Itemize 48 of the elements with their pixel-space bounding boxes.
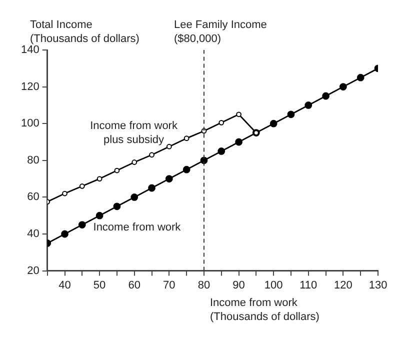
x-tick-label: 40 <box>58 279 71 292</box>
point <box>236 112 242 118</box>
y-axis-title: Total Income (Thousands of dollars) <box>30 19 140 45</box>
point <box>304 102 312 109</box>
x-tick-label: 130 <box>368 279 388 292</box>
point <box>218 148 226 155</box>
point <box>148 184 156 192</box>
point <box>270 120 278 128</box>
point <box>96 176 102 182</box>
point <box>166 144 172 150</box>
point <box>322 92 330 100</box>
y-tick-label: 140 <box>20 44 40 56</box>
point <box>182 166 190 174</box>
x-tick-label: 120 <box>334 279 352 292</box>
point <box>132 160 138 165</box>
x-tick-label: 80 <box>198 279 210 292</box>
point <box>184 136 190 142</box>
y-tick-label: 20 <box>27 264 40 277</box>
point <box>114 168 120 174</box>
y-tick-label: 100 <box>20 118 40 130</box>
series-label: Income from work <box>93 221 182 234</box>
x-tick-label: 90 <box>232 279 245 292</box>
x-tick-label: 100 <box>264 279 283 292</box>
point <box>62 190 68 196</box>
y-tick-label: 40 <box>27 228 40 240</box>
point <box>78 221 86 228</box>
point <box>287 110 295 118</box>
y-tick-label: 60 <box>27 191 40 204</box>
point <box>339 83 347 90</box>
point <box>113 202 121 210</box>
x-tick-label: 110 <box>300 279 318 292</box>
point <box>130 194 138 201</box>
x-axis-title: Income from work (Thousands of dollars) <box>210 296 320 323</box>
point <box>356 74 364 82</box>
point <box>61 230 68 238</box>
y-tick-label: 120 <box>20 80 40 93</box>
point <box>79 183 85 189</box>
x-tick-label: 60 <box>128 279 140 292</box>
ref-line-label: Lee Family Income ($80,000) <box>174 19 267 45</box>
series-label: Income from work plus subsidy <box>90 120 178 146</box>
point <box>218 120 224 126</box>
x-tick-label: 50 <box>93 279 106 292</box>
point <box>165 175 173 182</box>
point <box>235 138 242 146</box>
y-tick-label: 80 <box>27 154 40 166</box>
point <box>96 212 104 220</box>
point <box>149 152 154 158</box>
x-tick-label: 70 <box>163 279 176 292</box>
